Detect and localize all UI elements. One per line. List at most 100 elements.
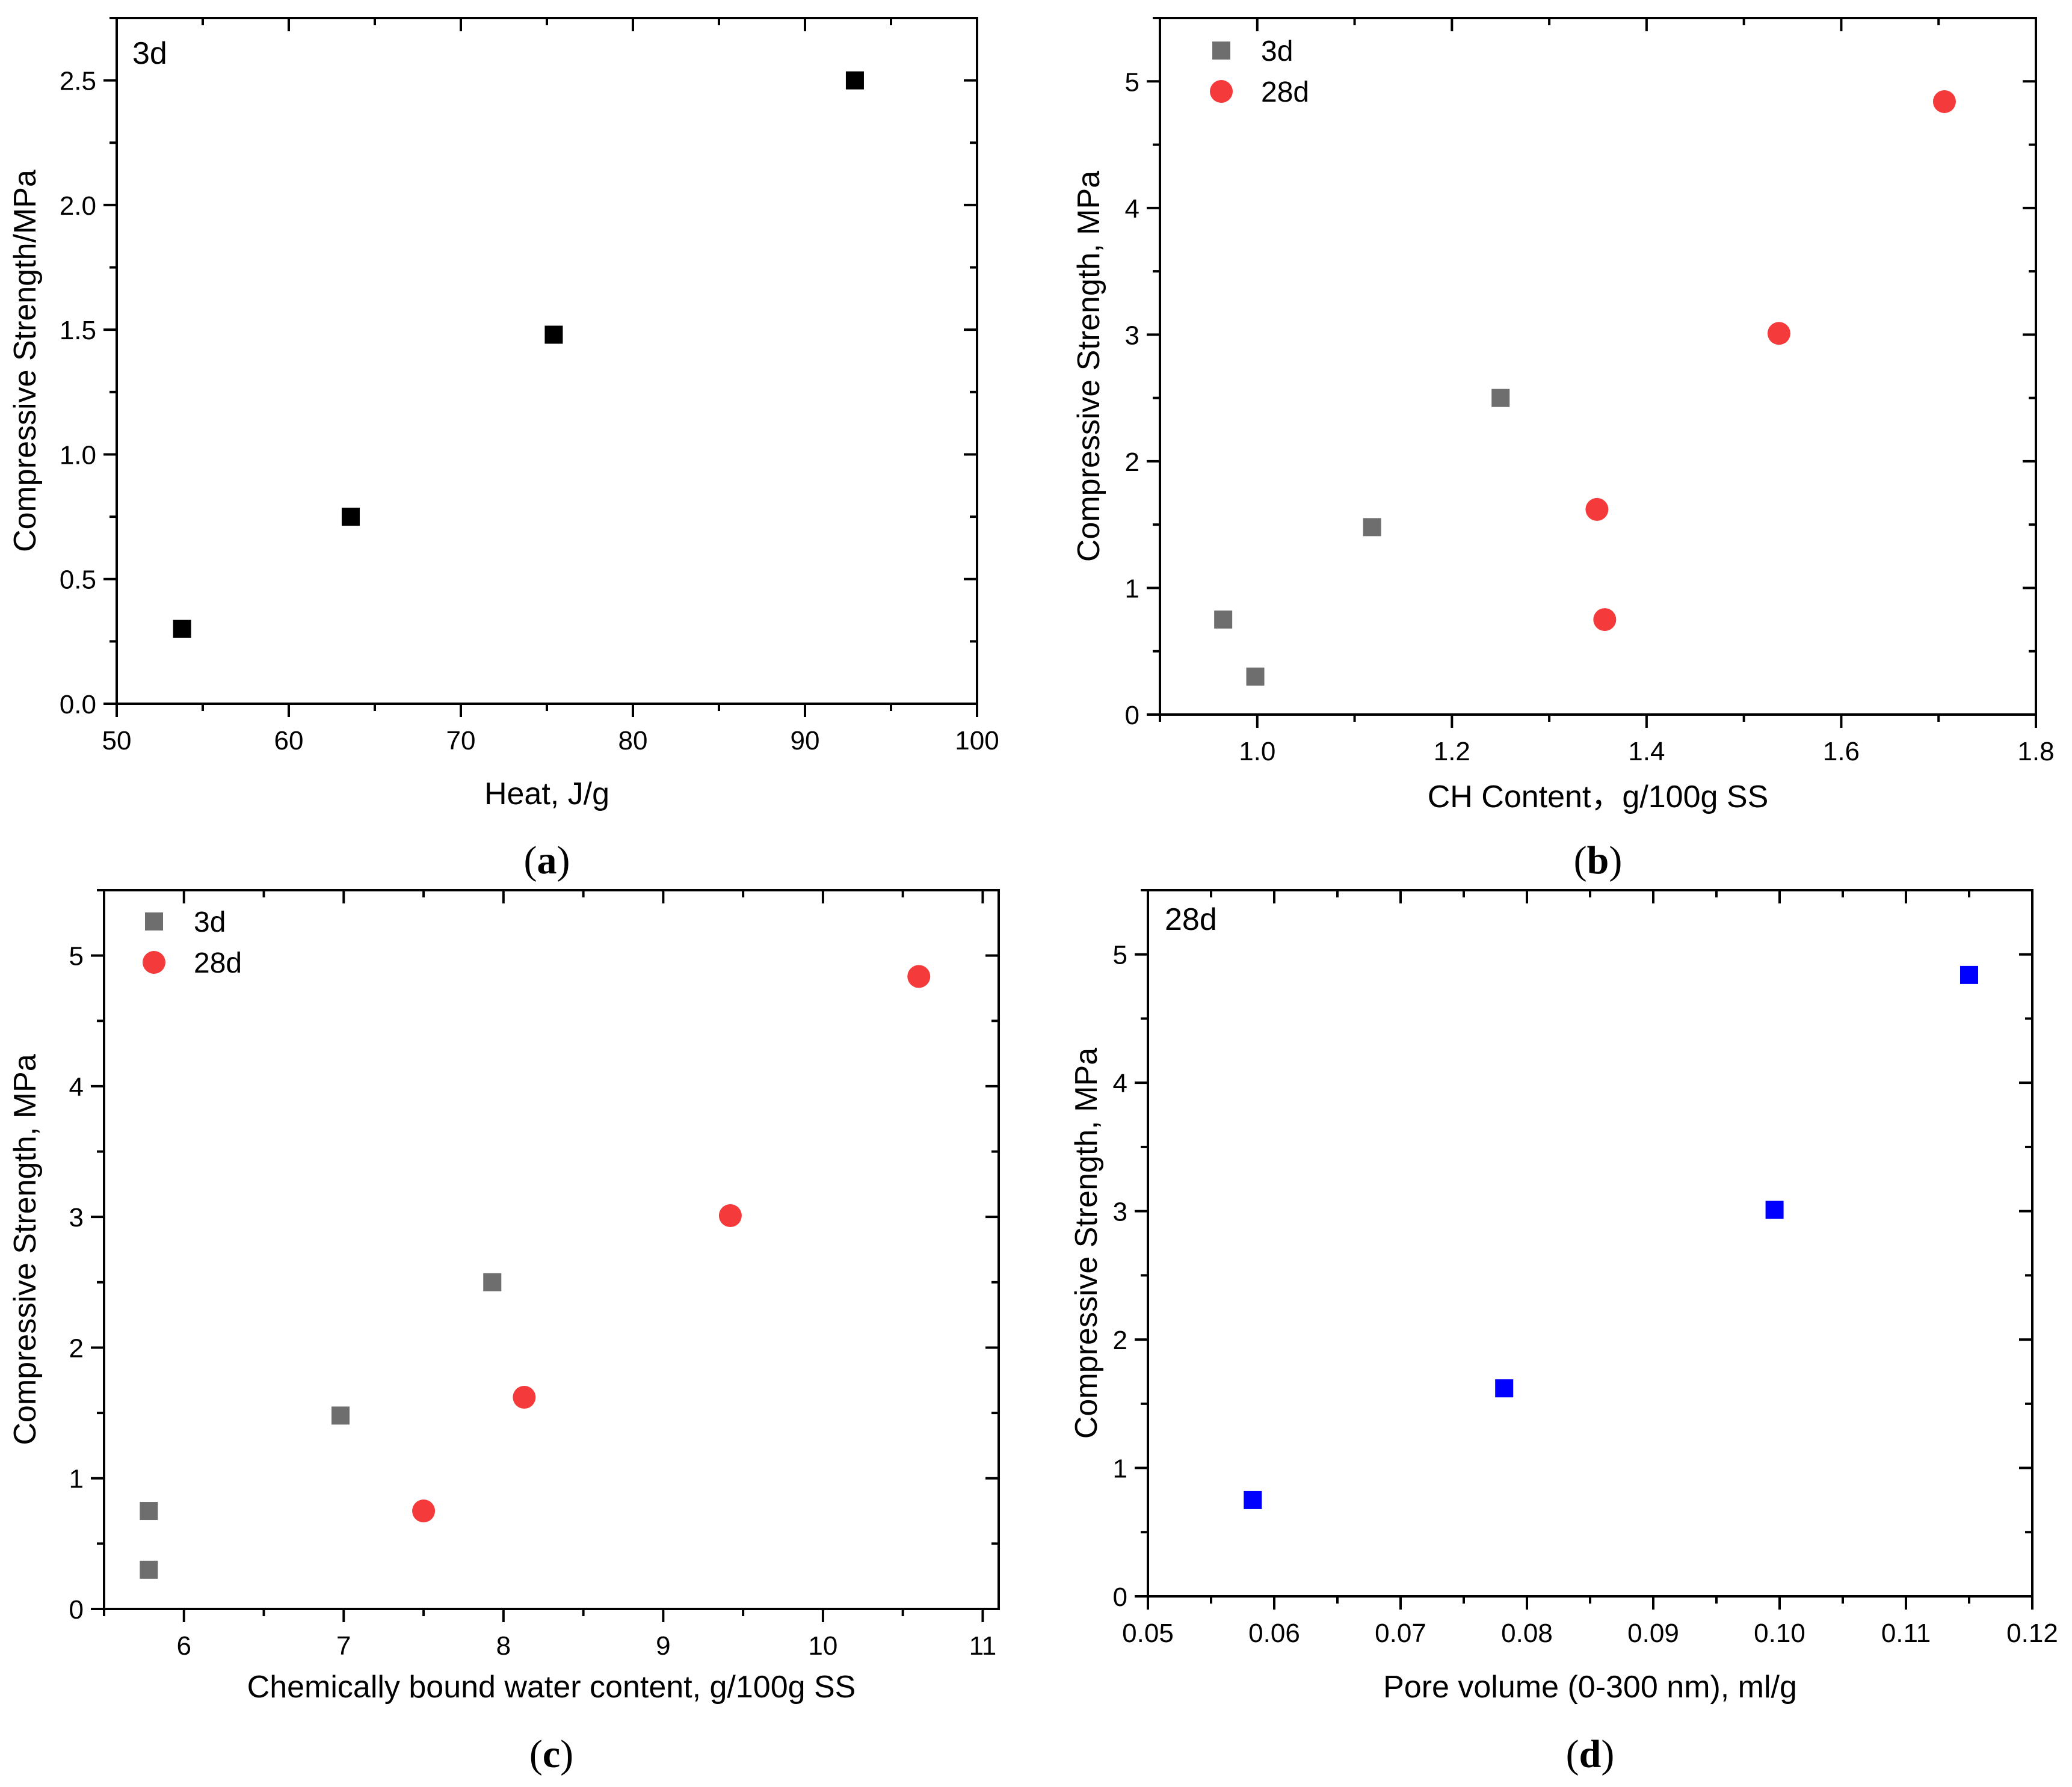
plot-frame [103,889,1000,1610]
x-tick-label: 50 [102,726,132,755]
x-tick-label: 100 [955,726,999,755]
x-axis-title: Chemically bound water content, g/100g S… [247,1670,856,1705]
legend-marker-28d [1210,80,1233,103]
x-tick-label: 0.07 [1375,1619,1426,1648]
y-tick-label: 1 [1113,1454,1127,1484]
data-point-3d [331,1406,350,1425]
x-tick-label: 60 [274,726,304,755]
plot-frame [1147,889,2033,1598]
y-tick-label: 2 [1113,1326,1127,1355]
data-point-3d [1214,611,1233,629]
legend-marker-28d [143,951,165,974]
plot-frame [116,17,978,705]
y-tick-label: 1.0 [60,440,96,470]
caption-open-paren: ( [1566,1732,1579,1776]
chart-panel-b: 1.0 1.2 1.4 1.6 1.8 0 1 2 3 4 5 CH Content，g/100g S… [1071,17,2055,882]
data-point-28d [907,965,931,988]
y-tick-label: 0 [1125,701,1139,730]
y-axis-title: Compressive Strength/MPa [8,170,43,552]
data-point-28d [412,1499,436,1523]
x-tick-label: 0.12 [2006,1619,2058,1648]
caption-close-paren: ) [560,1732,573,1776]
x-tick-label: 10 [808,1631,837,1661]
y-tick-label: 2 [1125,448,1139,477]
y-tick-label: 0 [1113,1582,1127,1612]
data-point-3d [341,508,360,526]
x-tick-label: 0.06 [1248,1619,1300,1648]
x-tick-label: 8 [496,1631,511,1661]
y-axis-title: Compressive Strength, MPa [1071,171,1106,562]
y-tick-label: 1 [69,1465,84,1494]
data-point-3d [173,620,191,638]
x-tick-label: 0.10 [1754,1619,1805,1648]
panel-caption: (a) [524,838,570,882]
legend-marker-3d [1212,42,1230,60]
x-tick-label: 0.11 [1881,1619,1931,1648]
caption-close-paren: ) [1601,1732,1614,1776]
y-tick-label: 0.5 [60,565,96,595]
y-tick-label: 3 [1125,321,1139,350]
data-point-28d [1767,322,1790,345]
x-tick-label: 70 [446,726,476,755]
plot-frame [1159,17,2037,716]
legend-marker-3d [145,912,163,930]
data-point-3d [1246,667,1265,686]
x-tick-label: 0.05 [1122,1619,1174,1648]
x-tick-label: 90 [791,726,820,755]
caption-close-paren: ) [1609,838,1622,882]
x-tick-label: 0.09 [1627,1619,1679,1648]
x-tick-label: 1.0 [1239,737,1275,766]
x-axis-title: CH Content，g/100g SS [1428,780,1769,814]
panel-caption: (c) [529,1732,573,1776]
x-tick-label: 80 [618,726,648,755]
x-tick-label: 6 [177,1631,191,1661]
caption-letter: a [537,838,557,882]
y-tick-label: 4 [1113,1069,1127,1098]
data-point-3d [140,1502,158,1521]
x-axis-title: Heat, J/g [484,777,609,811]
y-tick-label: 2.0 [60,191,96,221]
panel-annotation: 3d [132,36,167,71]
data-point-3d [1363,518,1381,537]
y-tick-label: 0 [69,1595,84,1625]
caption-letter: b [1587,838,1609,882]
y-tick-label: 2 [69,1333,84,1363]
chart-panel-d: 0.05 0.06 0.07 0.08 0.09 0.10 0.11 0.12 0 1 2 3 4 5 Po… [1069,889,2058,1776]
chart-panel-c: 6 7 8 9 10 11 0 1 2 3 4 5 Chemically bound water con… [8,889,1000,1776]
data-point-28d [1932,90,1956,113]
y-tick-label: 2.5 [60,67,96,96]
y-tick-label: 3 [1113,1198,1127,1227]
y-axis-title: Compressive Strength, MPa [8,1054,43,1445]
panel-caption: (b) [1574,838,1623,882]
caption-open-paren: ( [1574,838,1587,882]
x-tick-label: 1.4 [1628,737,1665,766]
panel-caption: (d) [1566,1732,1615,1776]
y-tick-label: 1.5 [60,316,96,345]
data-point-28d [1960,965,1978,984]
caption-close-paren: ) [557,838,570,882]
x-axis-title: Pore volume (0-300 nm), ml/g [1383,1670,1797,1705]
x-tick-label: 11 [969,1631,997,1661]
y-tick-label: 0.0 [60,690,96,719]
data-point-28d [1244,1490,1262,1509]
data-point-3d [483,1273,502,1291]
caption-open-paren: ( [529,1732,543,1776]
data-point-28d [1765,1201,1784,1219]
panel-annotation: 28d [1165,902,1217,937]
y-tick-label: 5 [69,942,84,971]
x-tick-label: 9 [656,1631,670,1661]
x-tick-label: 1.2 [1434,737,1470,766]
legend-label-28d: 28d [1261,76,1309,108]
data-point-3d [845,71,864,90]
x-tick-label: 1.8 [2017,737,2054,766]
data-point-3d [140,1560,158,1579]
data-point-28d [1593,608,1617,632]
legend-label-3d: 3d [1261,35,1293,67]
y-tick-label: 1 [1125,574,1139,603]
data-point-28d [1585,497,1609,521]
caption-letter: c [543,1732,560,1776]
x-tick-label: 7 [336,1631,351,1661]
data-point-28d [718,1204,742,1228]
x-tick-label: 0.08 [1501,1619,1553,1648]
